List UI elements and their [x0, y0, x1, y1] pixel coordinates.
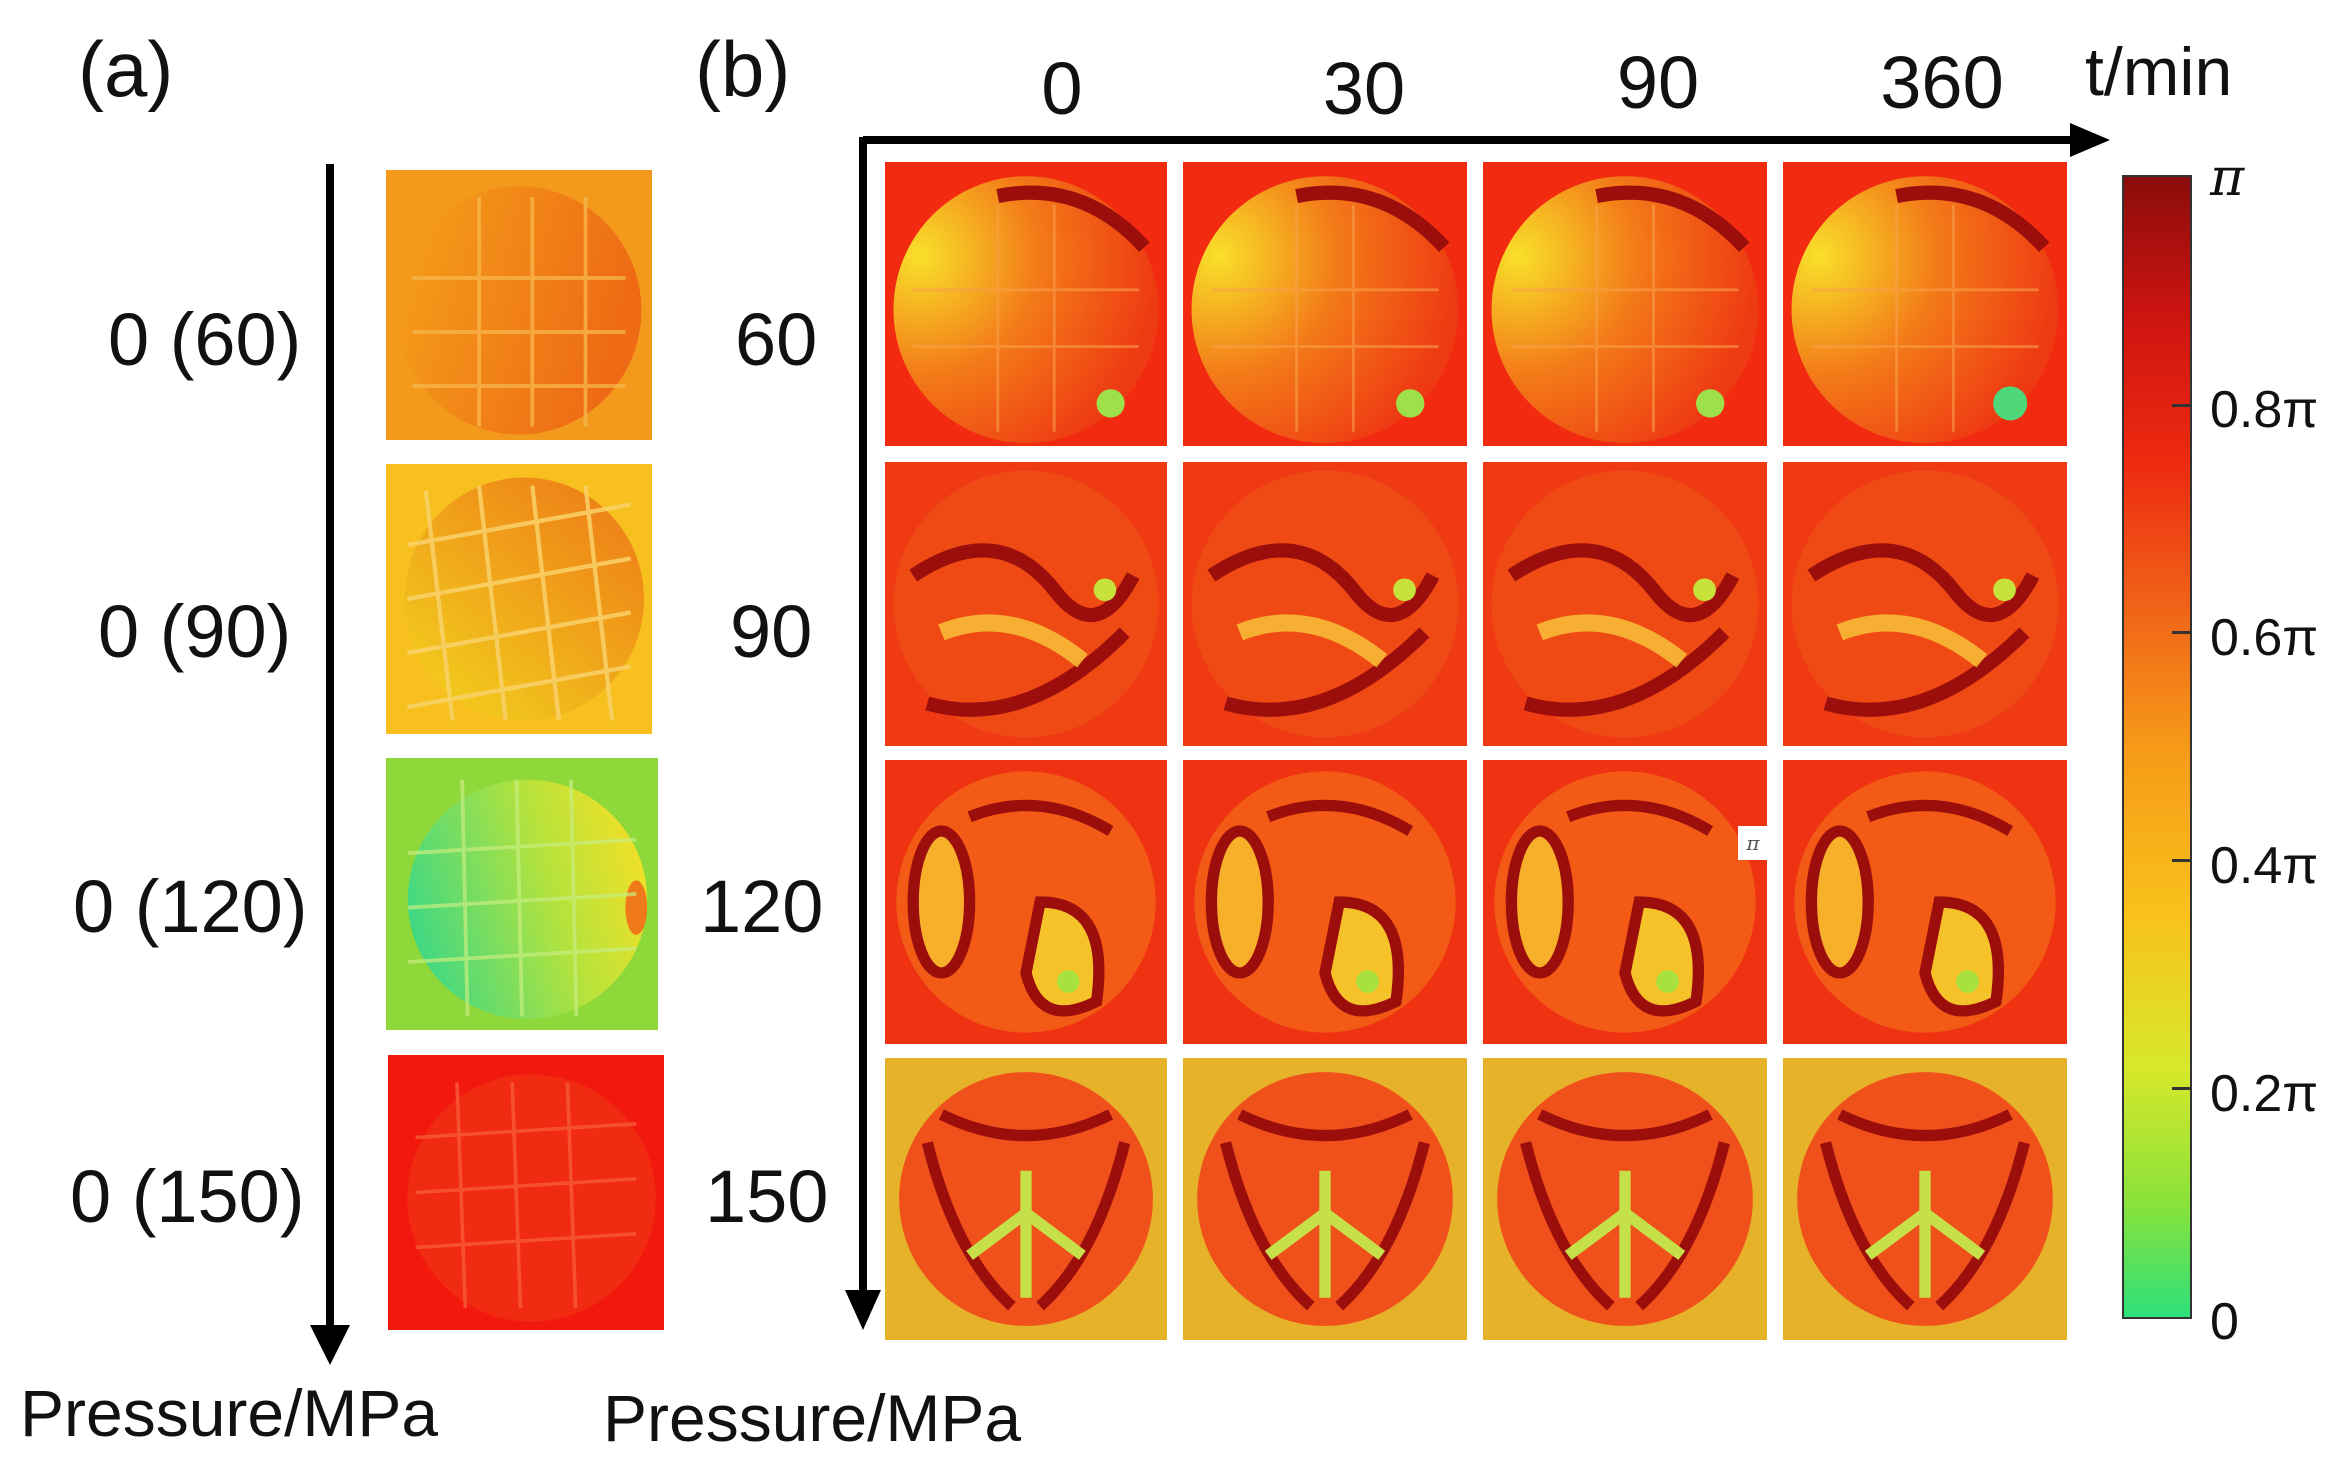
phase-map-b-90-360 — [1783, 462, 2067, 746]
phase-map-b-120-0 — [885, 760, 1167, 1044]
row-label-a-4: 0 (150) — [70, 1155, 305, 1238]
row-label-b-120: 120 — [700, 865, 824, 948]
inset-pi-label: π — [1738, 826, 1768, 860]
row-label-a-1: 0 (60) — [108, 298, 302, 381]
time-axis-title: t/min — [2085, 34, 2233, 110]
phase-map-a-90 — [386, 464, 652, 734]
colorbar-tick-0-4pi: 0.4π — [2210, 837, 2319, 895]
colorbar-tick-label: π — [2210, 148, 2245, 208]
phase-map-b-120-360 — [1783, 760, 2067, 1044]
colorbar-tick-pi: π — [2210, 152, 2244, 204]
colorbar-tick-0-2pi: 0.2π — [2210, 1065, 2319, 1123]
colorbar-tick-0-6pi: 0.6π — [2210, 609, 2319, 667]
row-label-a-3: 0 (120) — [73, 865, 308, 948]
time-label-90: 90 — [1616, 41, 1700, 124]
row-label-b-150: 150 — [705, 1155, 829, 1238]
colorbar-tick-0: 0 — [2210, 1293, 2239, 1351]
panel-b-label: (b) — [695, 25, 791, 113]
phase-map-b-150-30 — [1183, 1058, 1467, 1340]
phase-map-b-120-30 — [1183, 760, 1467, 1044]
phase-colorbar — [2122, 175, 2192, 1319]
pressure-axis-title-b: Pressure/MPa — [603, 1381, 1022, 1455]
panel-b-axes — [845, 123, 2110, 1330]
row-label-b-90: 90 — [730, 590, 813, 673]
phase-map-b-120-90 — [1483, 760, 1767, 1044]
phase-map-b-150-360 — [1783, 1058, 2067, 1340]
phase-map-a-120 — [386, 758, 658, 1030]
time-label-30: 30 — [1322, 47, 1406, 130]
phase-map-b-60-360 — [1783, 162, 2067, 446]
phase-map-a-60 — [386, 170, 652, 440]
pressure-axis-title-a: Pressure/MPa — [20, 1376, 439, 1450]
phase-map-b-90-30 — [1183, 462, 1467, 746]
colorbar-tickmark — [2172, 859, 2190, 862]
colorbar-tickmark — [2172, 1087, 2190, 1090]
phase-map-b-60-30 — [1183, 162, 1467, 446]
phase-map-b-150-0 — [885, 1058, 1167, 1340]
phase-map-b-60-0 — [885, 162, 1167, 446]
colorbar-tick-0-8pi: 0.8π — [2210, 381, 2319, 439]
colorbar-tickmark — [2172, 631, 2190, 634]
row-label-b-60: 60 — [735, 298, 818, 381]
phase-map-b-60-90 — [1483, 162, 1767, 446]
pressure-arrow-a — [310, 164, 350, 1365]
phase-map-b-150-90 — [1483, 1058, 1767, 1340]
panel-a-label: (a) — [78, 25, 174, 113]
row-label-a-2: 0 (90) — [98, 590, 292, 673]
colorbar-tickmark — [2172, 404, 2190, 407]
phase-map-a-150 — [388, 1055, 664, 1330]
time-label-0: 0 — [1041, 47, 1083, 130]
phase-map-b-90-0 — [885, 462, 1167, 746]
phase-map-b-90-90 — [1483, 462, 1767, 746]
time-label-360: 360 — [1880, 41, 2004, 124]
